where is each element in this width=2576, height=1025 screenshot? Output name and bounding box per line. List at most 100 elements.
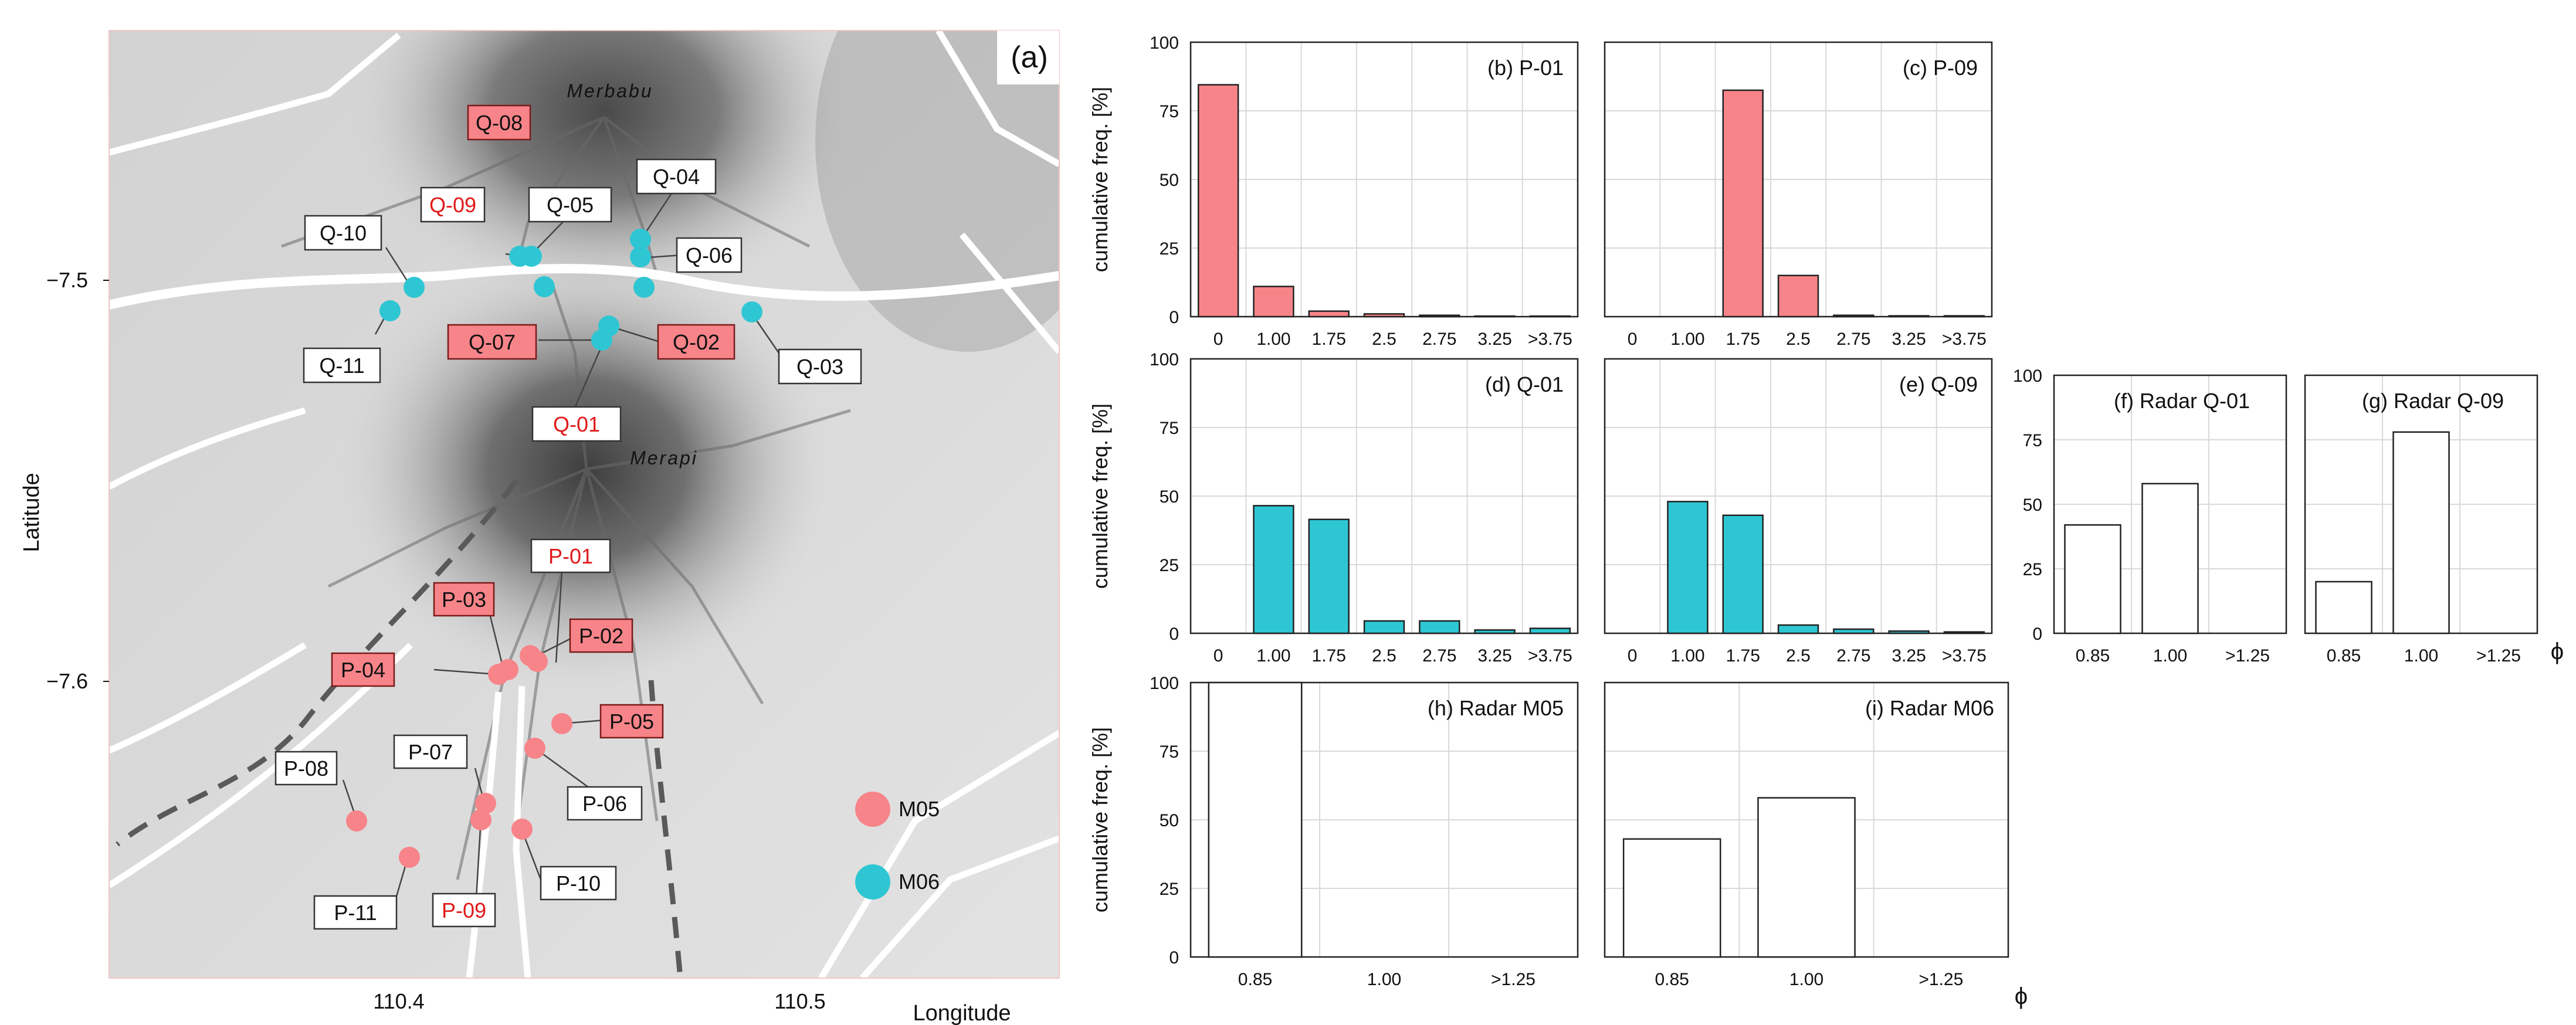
legend-m06-label: M06 (899, 870, 940, 894)
ytick-label: 75 (1160, 419, 1179, 438)
station-label-q02[interactable]: Q-02 (657, 324, 735, 360)
plot-frame (1189, 681, 1579, 958)
station-dot-p10[interactable] (511, 819, 533, 840)
svg-text:P-02: P-02 (579, 624, 623, 648)
svg-text:Q-01: Q-01 (553, 412, 600, 436)
svg-text:Q-06: Q-06 (686, 243, 733, 267)
station-label-p05[interactable]: P-05 (599, 704, 664, 739)
bar-175 (1722, 89, 1764, 318)
svg-text:Q-08: Q-08 (476, 111, 523, 135)
xtick-label: 1.00 (2404, 646, 2438, 666)
xtick-label: 1.00 (1256, 330, 1290, 349)
xtick-label: 2.75 (1422, 646, 1456, 666)
map-ytick-2: −7.6 (46, 669, 88, 693)
volcano-name-merapi: Merapi (630, 447, 698, 469)
chart-xlabel: ϕ (2551, 639, 2564, 664)
chart-xlabel: ϕ (2015, 983, 2028, 1009)
station-label-q11[interactable]: Q-11 (303, 347, 381, 383)
bar-085 (1208, 681, 1303, 958)
station-label-p03[interactable]: P-03 (433, 582, 495, 617)
bar-375 (1529, 627, 1571, 634)
xtick-label: 0 (1628, 330, 1638, 349)
volcano-name-merbabu: Merbabu (567, 80, 653, 101)
xtick-label: 2.75 (1836, 646, 1870, 666)
station-label-q01[interactable]: Q-01 (531, 406, 622, 442)
map-panel: (a) Merbabu Merapi (19, 30, 1060, 1025)
bar-325 (1888, 630, 1930, 634)
xtick-label: 2.5 (1786, 646, 1811, 666)
station-label-p10[interactable]: P-10 (540, 866, 617, 901)
saddle-road (109, 264, 1059, 310)
ytick-label: 75 (2023, 431, 2042, 450)
station-label-q07[interactable]: Q-07 (447, 324, 537, 360)
station-label-q09[interactable]: Q-09 (420, 186, 486, 223)
ytick-label: 100 (1150, 350, 1179, 369)
station-dot-q03[interactable] (741, 301, 762, 323)
station-labels: Q-08 Q-09 Q-10 Q-05 Q-04 (274, 104, 862, 930)
xtick-label: >1.25 (2476, 646, 2521, 666)
svg-text:Q-11: Q-11 (319, 354, 364, 378)
bar-325 (1888, 315, 1930, 318)
bar-085 (1622, 838, 1721, 958)
station-label-q10[interactable]: Q-10 (304, 215, 382, 251)
svg-text:Q-03: Q-03 (796, 355, 843, 379)
station-label-q05[interactable]: Q-05 (528, 186, 612, 223)
bar-175 (1308, 310, 1350, 318)
station-dot-p06[interactable] (524, 738, 545, 759)
xtick-label: 2.5 (1372, 646, 1397, 666)
station-label-p02[interactable]: P-02 (569, 618, 633, 653)
station-label-q03[interactable]: Q-03 (778, 348, 862, 385)
station-dot-q09b[interactable] (521, 246, 542, 267)
station-dot-p01[interactable] (527, 651, 548, 672)
station-label-p07[interactable]: P-07 (393, 734, 468, 769)
map-axes: −7.5 −7.6 110.4 110.5 Longitude Latitude (19, 268, 1011, 1025)
map-legend: M05 M06 (855, 792, 940, 900)
ytick-label: 0 (2032, 624, 2042, 644)
chart-title: (h) Radar M05 (1428, 696, 1564, 720)
xtick-label: >3.75 (1942, 330, 1987, 349)
ytick-label: 75 (1160, 742, 1179, 762)
station-label-q04[interactable]: Q-04 (636, 158, 717, 195)
station-dot-q07[interactable] (591, 330, 612, 351)
bar-25 (1363, 620, 1405, 634)
legend-m06-marker (855, 864, 890, 900)
xtick-label: 1.00 (1670, 646, 1704, 666)
map-panel-label: (a) (1011, 40, 1048, 74)
station-dot-p08[interactable] (346, 810, 367, 831)
chart-ylabel: cumulative freq. [%] (1088, 727, 1112, 912)
station-label-p04[interactable]: P-04 (331, 652, 395, 687)
map-xtick-2: 110.5 (774, 989, 825, 1013)
chart-title: (b) P-01 (1487, 56, 1564, 80)
station-dot-q04[interactable] (630, 229, 651, 250)
station-dot-q05[interactable] (534, 276, 555, 297)
xtick-label: 1.75 (1312, 646, 1346, 666)
station-dot-p09[interactable] (470, 809, 492, 830)
station-label-p11[interactable]: P-11 (313, 895, 398, 930)
xtick-label: 3.25 (1892, 330, 1926, 349)
bar-25 (1777, 624, 1819, 634)
station-dot-q11[interactable] (379, 300, 401, 321)
station-dot-p03[interactable] (497, 659, 518, 680)
ytick-label: 50 (1160, 487, 1179, 507)
station-dot-q06[interactable] (633, 277, 655, 298)
station-dot-q04b[interactable] (630, 246, 651, 267)
station-label-p09[interactable]: P-09 (432, 892, 496, 928)
station-dot-q10[interactable] (404, 277, 425, 298)
station-dot-p05[interactable] (551, 713, 572, 734)
svg-text:P-06: P-06 (582, 792, 627, 816)
bar-100 (1667, 501, 1709, 634)
station-dot-p07[interactable] (475, 793, 496, 814)
station-label-p01[interactable]: P-01 (530, 538, 611, 573)
bar-175 (1308, 518, 1350, 634)
map-xtick-1: 110.4 (373, 989, 424, 1013)
station-label-p06[interactable]: P-06 (567, 786, 643, 821)
bar-325 (1474, 315, 1516, 318)
chart-panel-i: 0.85 1.00 >1.25 (i) Radar M06 ϕ (1604, 681, 2028, 1009)
station-label-q08[interactable]: Q-08 (467, 104, 531, 141)
station-label-q06[interactable]: Q-06 (676, 237, 743, 273)
station-dot-p11[interactable] (399, 847, 420, 868)
svg-text:P-07: P-07 (408, 740, 453, 764)
chart-panel-e: 0 1.00 1.75 2.5 2.75 3.25 >3.75 (e) Q-09 (1604, 358, 1993, 666)
station-label-p08[interactable]: P-08 (274, 751, 338, 786)
